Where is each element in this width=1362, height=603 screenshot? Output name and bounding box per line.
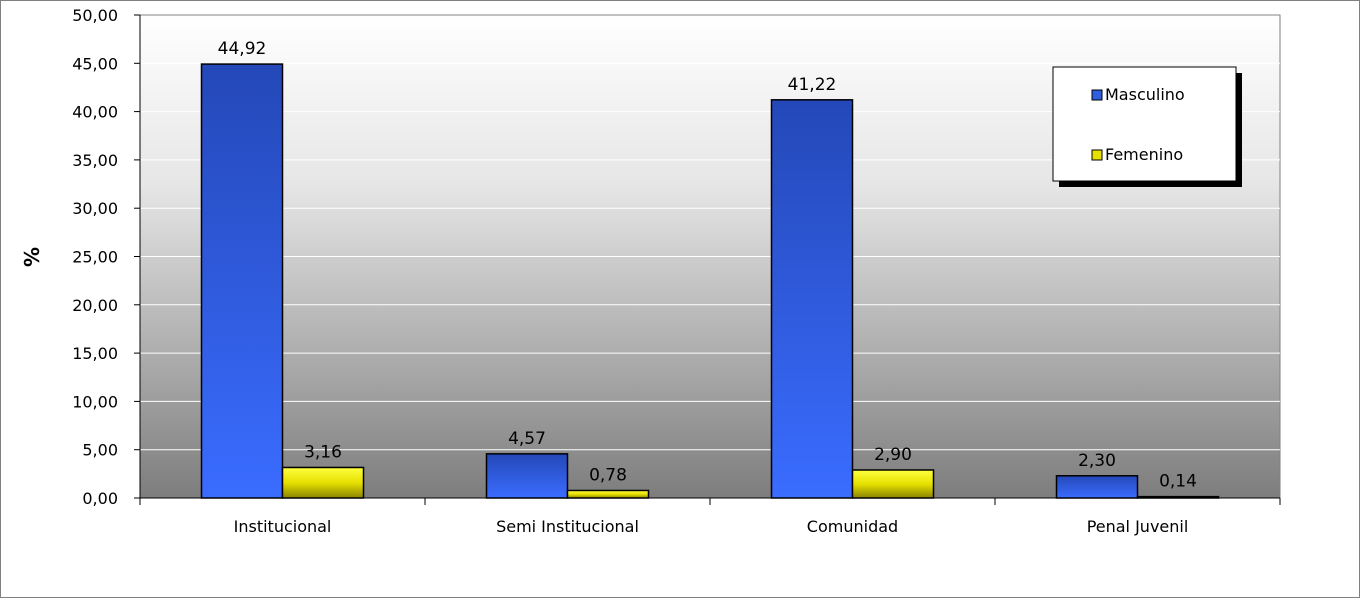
y-tick-label: 25,00 [72,248,118,267]
y-tick-label: 40,00 [72,103,118,122]
data-label: 4,57 [508,429,546,449]
y-tick-label: 45,00 [72,54,118,73]
y-tick-label: 35,00 [72,151,118,170]
y-axis-title: % [20,247,44,267]
data-label: 44,92 [218,39,267,59]
data-label: 41,22 [788,75,837,95]
y-tick-label: 15,00 [72,344,118,363]
y-tick-label: 5,00 [82,441,118,460]
bar-femenino-2 [851,469,935,499]
legend-box [1052,66,1237,182]
data-label: 2,90 [874,445,912,465]
data-label: 2,30 [1078,451,1116,471]
legend-items: Masculino Femenino [1091,85,1185,164]
x-tick-label: Institucional [234,517,332,536]
y-tick-label: 10,00 [72,392,118,411]
x-tick-label: Semi Institucional [496,517,639,536]
y-tick-label: 20,00 [72,296,118,315]
bar-masculino-0 [200,63,284,499]
bar-masculino-3 [1055,475,1139,499]
data-label: 3,16 [304,442,342,462]
bar-masculino-2 [770,99,854,499]
data-label: 0,78 [589,465,627,485]
x-tick-label: Penal Juvenil [1087,517,1189,536]
y-tick-label: 50,00 [72,6,118,25]
legend-swatch-femenino [1091,149,1103,161]
bar-femenino-0 [281,466,365,499]
x-tick-label: Comunidad [807,517,898,536]
bar-femenino-1 [566,489,650,499]
data-label: 0,14 [1159,472,1197,492]
y-tick-label: 0,00 [82,489,118,508]
legend-swatch-masculino [1091,89,1103,101]
bar-femenino-3 [1136,495,1220,499]
legend-label-femenino: Femenino [1105,145,1183,164]
legend-label-masculino: Masculino [1105,85,1185,104]
legend: Masculino Femenino [1052,66,1242,187]
y-tick-label: 30,00 [72,199,118,218]
data-labels: 44,92 4,57 41,22 2,30 3,16 0,78 2,90 0,14 [218,39,1197,492]
bar-masculino-1 [485,453,569,499]
bars [200,63,1220,499]
axes: 0,00 5,00 10,00 15,00 20,00 25,00 30,00 35,00 40… [72,6,1281,536]
